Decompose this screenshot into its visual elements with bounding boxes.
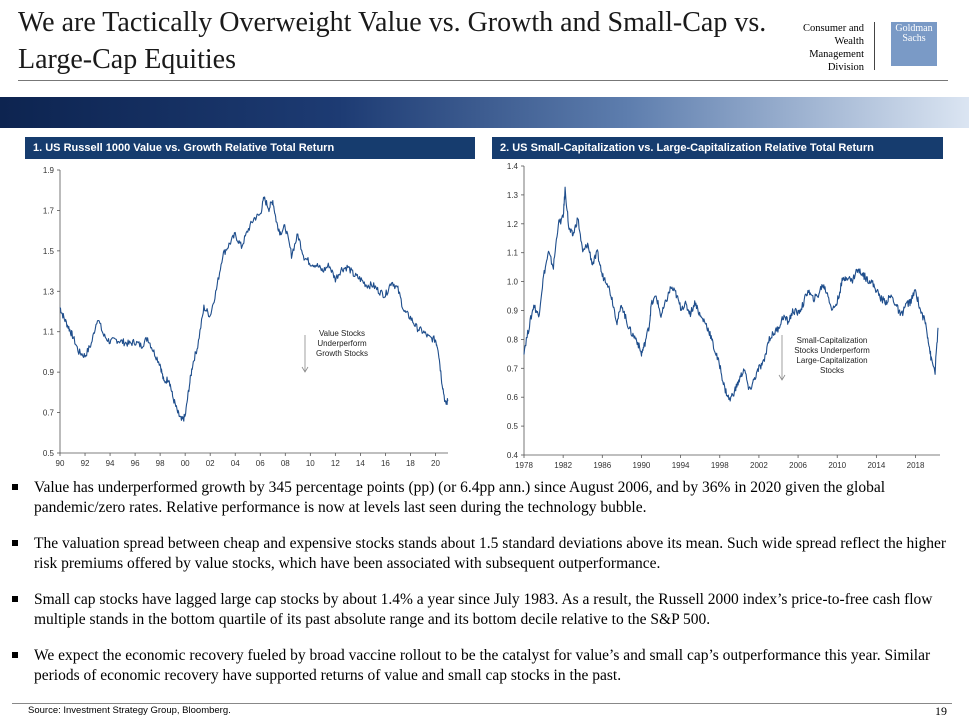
- bullet-text: The valuation spread between cheap and e…: [34, 535, 947, 572]
- chart1-x-tick-label: 92: [81, 459, 90, 468]
- page-title: We are Tactically Overweight Value vs. G…: [18, 7, 767, 75]
- chart1-y-tick-label: 1.7: [43, 206, 55, 215]
- chart2-y-tick-label: 0.7: [507, 364, 519, 373]
- chart1-x-tick-label: 14: [356, 459, 365, 468]
- bullet-text: We expect the economic recovery fueled b…: [34, 647, 931, 684]
- chart2-x-tick-label: 2006: [789, 461, 807, 470]
- chart2-y-tick-label: 1.3: [507, 191, 519, 200]
- chart2-y-tick-label: 1.4: [507, 162, 519, 171]
- bullet-item: We expect the economic recovery fueled b…: [12, 646, 957, 686]
- chart1-annotation-text: Growth Stocks: [316, 349, 368, 358]
- bullet-marker: [12, 652, 18, 658]
- chart1-x-tick-label: 96: [131, 459, 140, 468]
- bullet-item: Value has underperformed growth by 345 p…: [12, 478, 957, 518]
- chart1-annotation-text: Value Stocks: [319, 329, 365, 338]
- chart1-x-tick-label: 20: [431, 459, 440, 468]
- chart2-x-tick-label: 2014: [867, 461, 885, 470]
- chart1-y-tick-label: 0.5: [43, 449, 55, 458]
- chart1-x-tick-label: 90: [56, 459, 65, 468]
- chart2-x-tick-label: 2018: [907, 461, 925, 470]
- bullet-list: Value has underperformed growth by 345 p…: [12, 478, 957, 702]
- chart1-y-tick-label: 1.5: [43, 247, 55, 256]
- chart2-y-tick-label: 0.4: [507, 451, 519, 460]
- source-note: Source: Investment Strategy Group, Bloom…: [28, 705, 231, 716]
- bullet-marker: [12, 484, 18, 490]
- chart1-series-line: [59, 196, 449, 422]
- chart2-x-tick-label: 1990: [633, 461, 651, 470]
- page-number: 19: [935, 704, 947, 718]
- chart1-x-tick-label: 08: [281, 459, 290, 468]
- bullet-item: The valuation spread between cheap and e…: [12, 534, 957, 574]
- chart2-y-tick-label: 0.5: [507, 422, 519, 431]
- chart2-x-tick-label: 1978: [515, 461, 533, 470]
- chart1-y-tick-label: 1.1: [43, 328, 55, 337]
- chart1-y-tick-label: 0.7: [43, 409, 55, 418]
- bullet-text: Small cap stocks have lagged large cap s…: [34, 591, 933, 628]
- chart1-x-tick-label: 00: [181, 459, 190, 468]
- bullet-text: Value has underperformed growth by 345 p…: [34, 479, 886, 516]
- division-label: Consumer and Wealth Management Division: [803, 23, 864, 73]
- chart2-y-tick-label: 0.6: [507, 393, 519, 402]
- chart2-y-tick-label: 1.2: [507, 220, 519, 229]
- chart1-x-tick-label: 94: [106, 459, 115, 468]
- chart2-x-tick-label: 1986: [593, 461, 611, 470]
- chart1-title: 1. US Russell 1000 Value vs. Growth Rela…: [25, 137, 475, 159]
- chart1-y-tick-label: 0.9: [43, 368, 55, 377]
- chart1-arrow-head: [301, 366, 309, 373]
- header-rule: [18, 80, 948, 81]
- chart1-x-tick-label: 02: [206, 459, 215, 468]
- chart1-x-tick-label: 12: [331, 459, 340, 468]
- chart1-y-tick-label: 1.3: [43, 287, 55, 296]
- chart2-arrow-head: [778, 374, 786, 381]
- chart2-annotation-text: Small-Capitalization: [797, 336, 868, 345]
- chart2-annotation-text: Stocks: [820, 366, 844, 375]
- chart2-y-tick-label: 1.1: [507, 249, 519, 258]
- logo-divider: [874, 22, 875, 70]
- chart1-annotation-text: Underperform: [317, 339, 367, 348]
- chart2-y-tick-label: 1.0: [507, 278, 519, 287]
- header-banner: [0, 97, 969, 128]
- chart2-x-tick-label: 1998: [711, 461, 729, 470]
- chart2-x-tick-label: 2010: [828, 461, 846, 470]
- chart2-y-tick-label: 0.9: [507, 307, 519, 316]
- bullet-marker: [12, 596, 18, 602]
- chart2-annotation-text: Large-Capitalization: [796, 356, 867, 365]
- chart2-x-tick-label: 1994: [672, 461, 690, 470]
- chart2-series-line: [523, 186, 939, 402]
- chart2-y-tick-label: 0.8: [507, 335, 519, 344]
- chart2-annotation-text: Stocks Underperform: [794, 346, 870, 355]
- chart1-x-tick-label: 98: [156, 459, 165, 468]
- chart1-x-tick-label: 10: [306, 459, 315, 468]
- chart1-x-tick-label: 16: [381, 459, 390, 468]
- chart2-x-tick-label: 2002: [750, 461, 768, 470]
- chart1-y-tick-label: 1.9: [43, 166, 55, 175]
- chart1-x-tick-label: 18: [406, 459, 415, 468]
- bullet-marker: [12, 540, 18, 546]
- footer-rule: [12, 703, 952, 704]
- chart1-x-tick-label: 04: [231, 459, 240, 468]
- chart2-x-tick-label: 1982: [554, 461, 572, 470]
- chart1-x-tick-label: 06: [256, 459, 265, 468]
- goldman-sachs-logo: Goldman Sachs: [891, 22, 937, 66]
- chart2-title: 2. US Small-Capitalization vs. Large-Cap…: [492, 137, 943, 159]
- bullet-item: Small cap stocks have lagged large cap s…: [12, 590, 957, 630]
